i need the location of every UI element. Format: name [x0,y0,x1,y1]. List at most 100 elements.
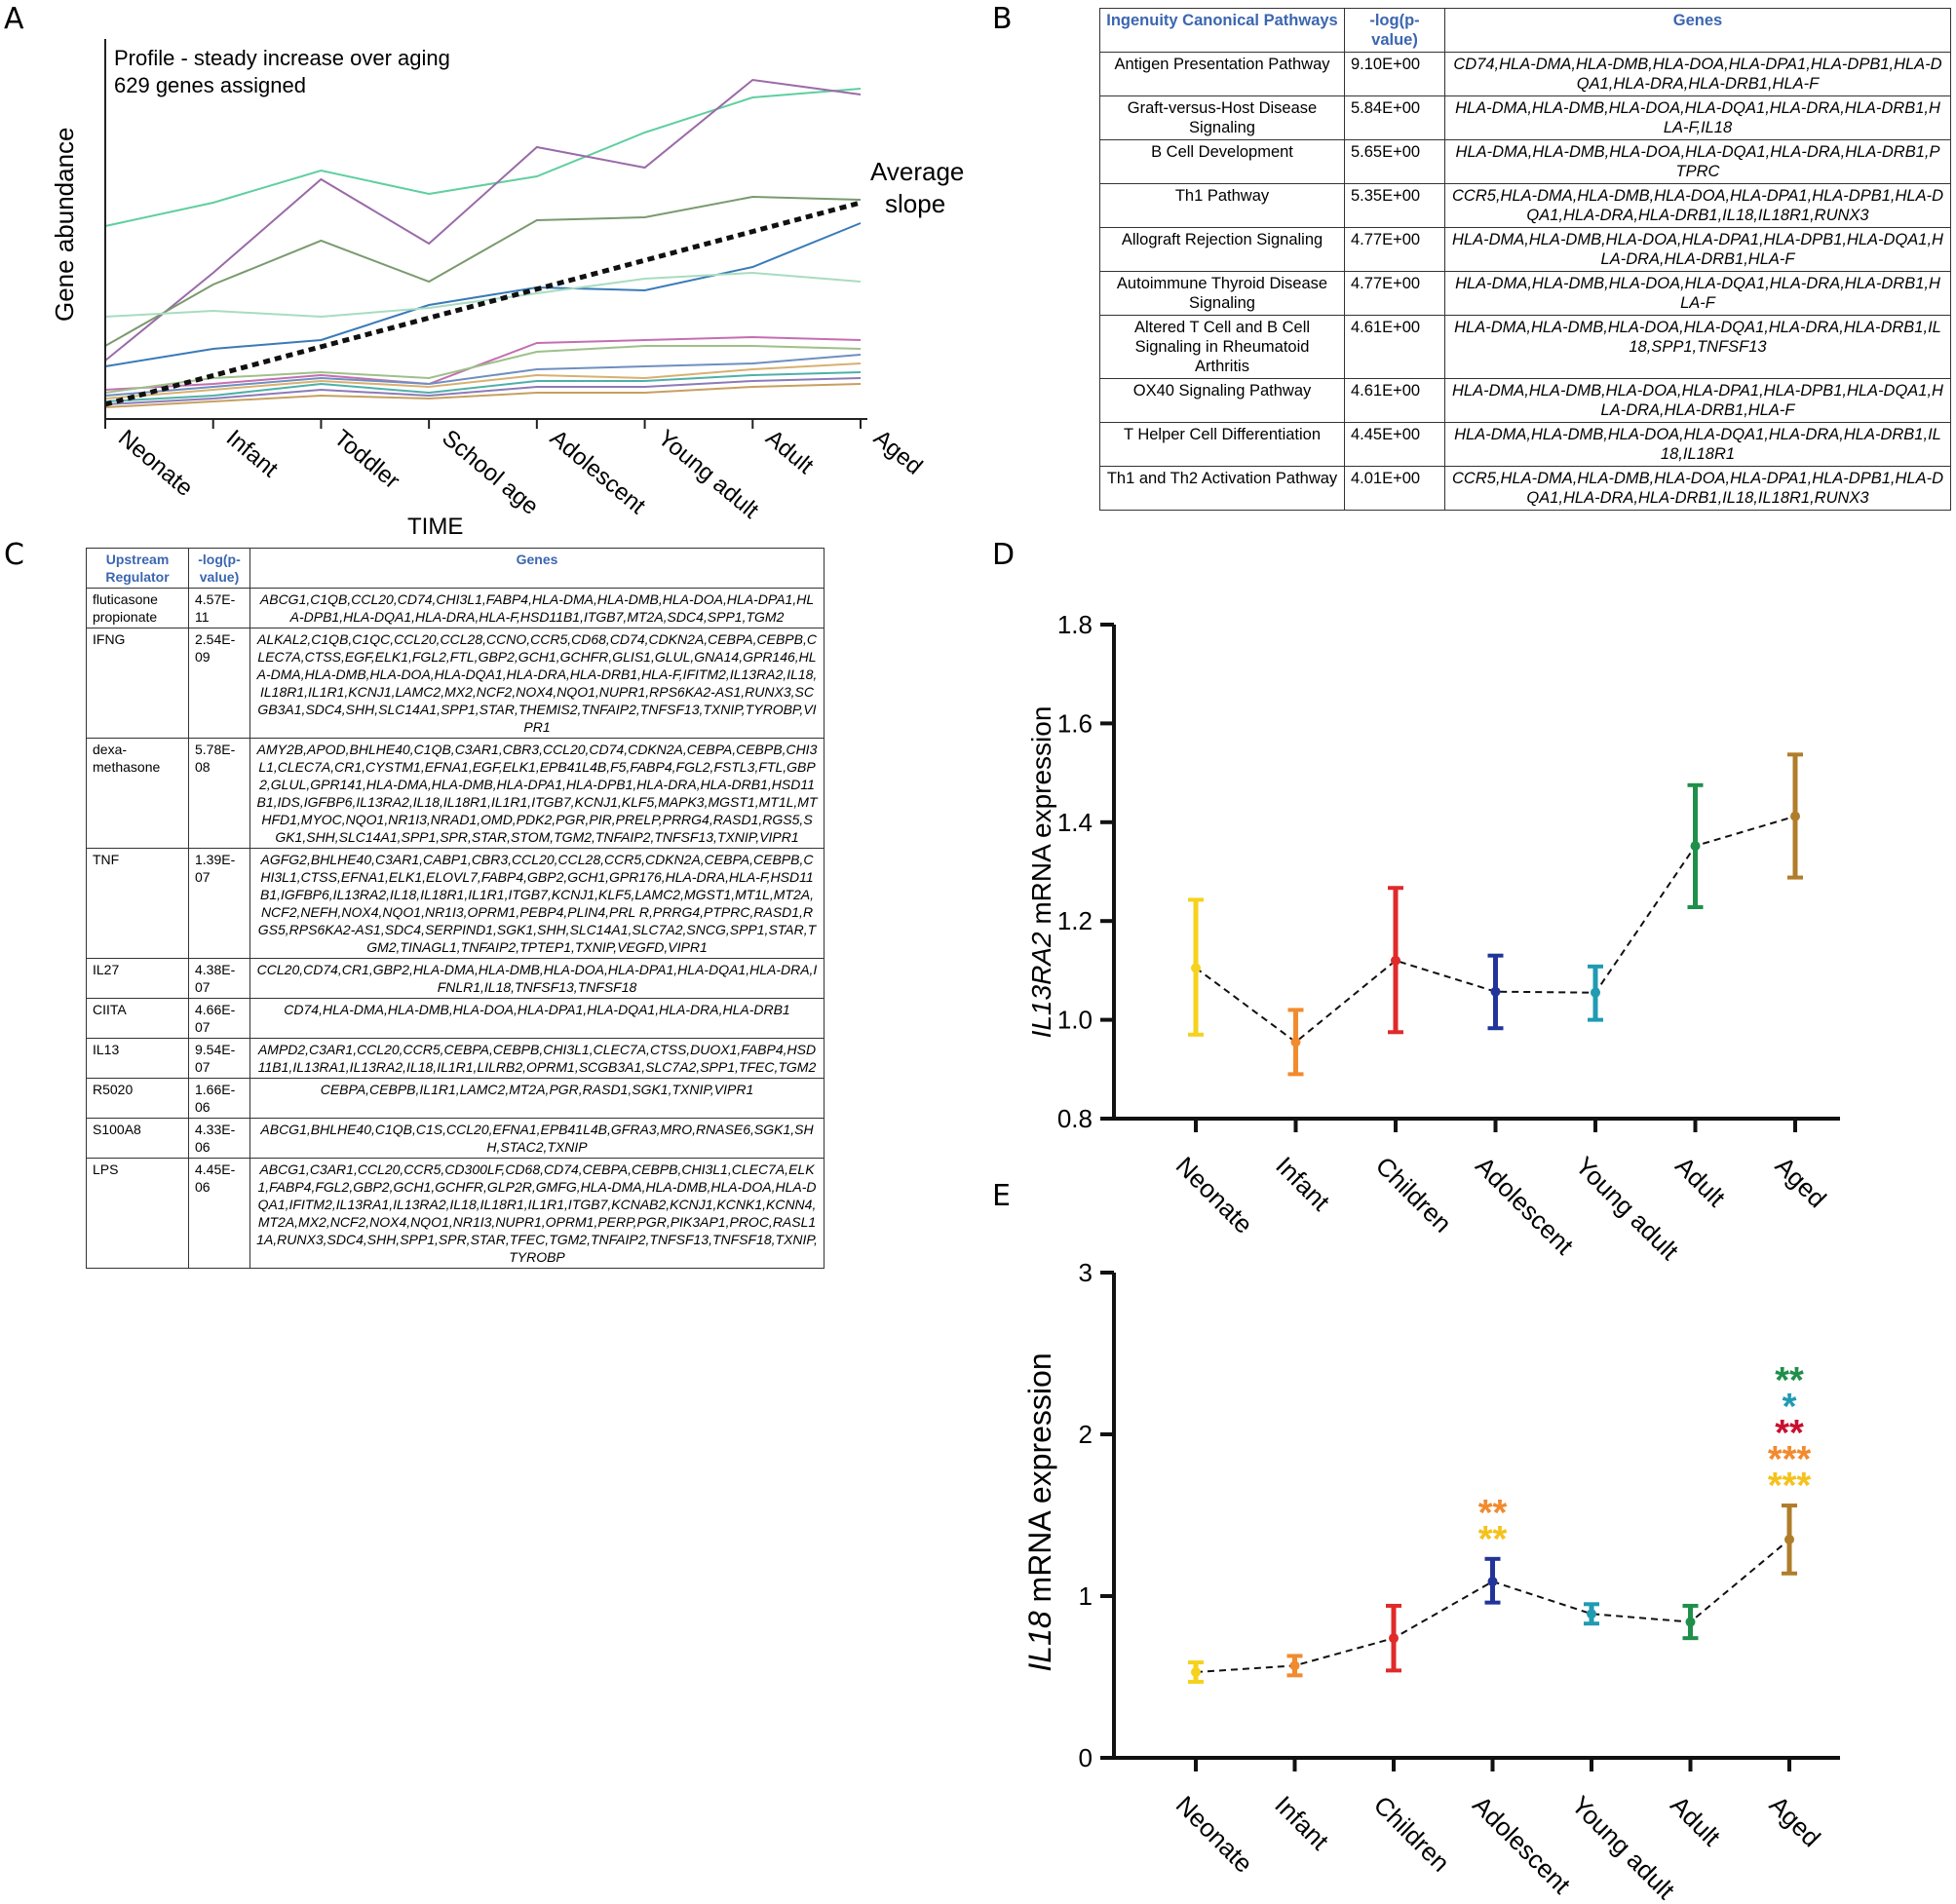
row-log-p: 2.54E-09 [188,628,250,739]
error-bar [1787,752,1803,880]
x-tick-label: Adult [1665,1790,1727,1852]
mean-point [1289,1660,1300,1671]
col-genes: Genes [1444,8,1951,53]
error-bar [1588,964,1603,1022]
profile-gene-count: 629 genes assigned [114,73,306,97]
x-tick-label: School age [437,425,543,520]
mean-point [1290,1037,1301,1047]
x-tick-label: Aged [1764,1790,1826,1852]
row-log-p: 4.45E-06 [188,1158,250,1269]
mean-point [1784,1534,1794,1544]
mean-point [1587,1609,1596,1619]
mean-point [1391,955,1400,966]
y-tick-label: 1.6 [1057,708,1093,738]
row-log-p: 4.45E+00 [1344,422,1445,467]
row-log-p: 4.38E-07 [188,958,250,999]
error-bar [1188,1660,1204,1684]
row-genes: CCL20,CD74,CR1,GBP2,HLA-DMA,HLA-DMB,HLA-… [249,958,825,999]
gene-profile-line [104,371,862,402]
y-tick-label: 1 [1079,1581,1093,1611]
col-log-p: -log(p-value) [1344,8,1445,53]
mean-point [1690,841,1701,852]
error-bar [1484,1556,1501,1605]
row-genes: ABCG1,C3AR1,CCL20,CCR5,CD300LF,CD68,CD74… [249,1158,825,1269]
table-row: IL27 4.38E-07 CCL20,CD74,CR1,GBP2,HLA-DMA,… [86,958,825,999]
row-genes: HLA-DMA,HLA-DMB,HLA-DOA,HLA-DPA1,HLA-DPB… [1444,378,1951,423]
row-log-p: 4.61E+00 [1344,315,1445,379]
row-genes: CCR5,HLA-DMA,HLA-DMB,HLA-DOA,HLA-DPA1,HL… [1444,466,1951,511]
row-name: OX40 Signaling Pathway [1099,378,1345,423]
upstream-regulators-table: Upstream Regulator -log(p-value) Genes f… [86,548,825,1269]
profile-title: Profile - steady increase over aging [114,46,450,70]
mean-point [1487,1577,1498,1587]
error-bar [1487,953,1504,1031]
gene-profile-line [104,271,862,319]
x-tick-label: Neonate [113,425,198,502]
row-genes: CEBPA,CEBPB,IL1R1,LAMC2,MT2A,PGR,RASD1,S… [249,1078,825,1119]
significance-stars: *** [1768,1439,1812,1480]
row-log-p: 5.35E+00 [1344,183,1445,228]
table-row: Autoimmune Thyroid Disease Signaling 4.77… [1099,271,1951,316]
average-slope-label-1: Average [870,157,964,186]
row-log-p: 4.61E+00 [1344,378,1445,423]
error-bar [1386,1603,1401,1673]
table-row: Graft-versus-Host Disease Signaling 5.84E… [1099,95,1951,140]
row-log-p: 4.57E-11 [188,588,250,628]
table-row: CIITA 4.66E-07 CD74,HLA-DMA,HLA-DMB,HLA-DO… [86,998,825,1039]
x-tick-label: Infant [1269,1790,1335,1856]
row-log-p: 4.77E+00 [1344,271,1445,316]
panel-label-a: A [4,2,24,36]
x-tick-label: Neonate [1170,1790,1259,1879]
significance-stars: * [1783,1387,1797,1428]
row-name: S100A8 [86,1118,189,1159]
error-bar [1782,1504,1797,1576]
error-bar [1287,1008,1304,1077]
gene-profile-line [104,78,862,362]
y-axis-label: Gene abundance [50,127,79,322]
table-row: TNF 1.39E-07 AGFG2,BHLHE40,C3AR1,CABP1,CBR… [86,848,825,959]
row-genes: HLA-DMA,HLA-DMB,HLA-DOA,HLA-DQA1,HLA-DRA… [1444,139,1951,184]
row-log-p: 5.84E+00 [1344,95,1445,140]
significance-stars: ** [1478,1519,1508,1560]
col-genes: Genes [249,548,825,589]
error-bar [1682,1603,1699,1641]
row-genes: HLA-DMA,HLA-DMB,HLA-DOA,HLA-DQA1,HLA-DRA… [1444,315,1951,379]
y-tick-label: 2 [1079,1420,1093,1449]
x-tick-label: Infant [221,425,284,482]
table-row: LPS 4.45E-06 ABCG1,C3AR1,CCL20,CCR5,CD300L… [86,1158,825,1269]
table-row: Antigen Presentation Pathway 9.10E+00 CD74… [1099,52,1951,96]
significance-stars: *** [1768,1466,1812,1506]
table-row: Altered T Cell and B Cell Signaling in R… [1099,315,1951,379]
col-log-p: -log(p-value) [188,548,250,589]
col-pathways: Ingenuity Canonical Pathways [1099,8,1345,53]
x-tick-label: Young adult [653,425,764,524]
row-log-p: 1.66E-06 [188,1078,250,1119]
row-genes: AMPD2,C3AR1,CCL20,CCR5,CEBPA,CEBPB,CHI3L… [249,1038,825,1079]
row-name: dexa-methasone [86,738,189,849]
error-bar [1286,1654,1303,1678]
row-log-p: 4.01E+00 [1344,466,1445,511]
mean-point [1389,1633,1399,1644]
mean-point [1685,1617,1696,1627]
row-name: Autoimmune Thyroid Disease Signaling [1099,271,1345,316]
y-tick-label: 1.4 [1057,808,1093,837]
gene-profile-line [104,195,862,347]
row-log-p: 9.54E-07 [188,1038,250,1079]
table-row: OX40 Signaling Pathway 4.61E+00 HLA-DMA,HL… [1099,378,1951,423]
mean-point [1191,963,1201,973]
row-log-p: 5.65E+00 [1344,139,1445,184]
row-genes: HLA-DMA,HLA-DMB,HLA-DOA,HLA-DQA1,HLA-DRA… [1444,422,1951,467]
il13ra2-chart: 0.8 1.0 1.2 1.4 1.6 1.8 IL13RA2 mRNA expressio… [1026,610,1840,1266]
panel-label-b: B [992,2,1013,36]
x-tick-label: Aged [868,425,927,480]
row-genes: HLA-DMA,HLA-DMB,HLA-DOA,HLA-DQA1,HLA-DRA… [1444,95,1951,140]
gene-profile-line [104,88,862,227]
row-name: Allograft Rejection Signaling [1099,227,1345,272]
x-tick-label: Toddler [329,425,405,494]
row-genes: CCR5,HLA-DMA,HLA-DMB,HLA-DOA,HLA-DPA1,HL… [1444,183,1951,228]
row-name: Th1 and Th2 Activation Pathway [1099,466,1345,511]
y-tick-label: 1.0 [1057,1006,1093,1035]
y-tick-label: 1.2 [1057,906,1093,935]
gene-profile-line [104,222,862,367]
gene-profile-line [104,383,862,408]
